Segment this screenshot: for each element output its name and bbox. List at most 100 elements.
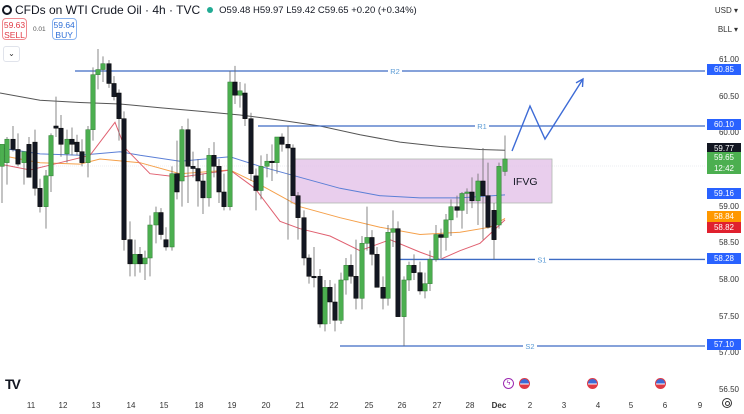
bullish-candle-body — [100, 63, 106, 70]
candle — [147, 215, 153, 277]
us-flag-event-icon[interactable] — [655, 378, 666, 389]
bearish-candle-body — [111, 83, 117, 97]
bullish-candle-body — [433, 234, 439, 260]
bearish-candle-body — [10, 138, 16, 150]
candle — [121, 111, 127, 251]
candle — [290, 144, 296, 196]
bearish-candle-body — [438, 234, 444, 238]
time-tick: 4 — [595, 401, 601, 410]
bullish-candle-body — [343, 265, 349, 281]
candle — [343, 257, 349, 295]
bearish-candle-body — [26, 144, 32, 178]
candle — [200, 173, 206, 214]
bearish-candle-body — [15, 149, 21, 165]
bearish-candle-body — [121, 118, 127, 240]
candle — [395, 221, 401, 317]
candle — [411, 254, 417, 280]
candle — [216, 158, 222, 203]
collapse-legend-button[interactable]: ⌄ — [3, 46, 20, 62]
candle — [43, 169, 49, 229]
bearish-candle-body — [285, 144, 291, 149]
bearish-candle-body — [311, 276, 317, 279]
candle — [195, 158, 201, 207]
r1-label: R1 — [477, 122, 487, 131]
candle — [443, 213, 449, 251]
candle — [74, 134, 80, 156]
earnings-flash-icon[interactable]: ϟ — [503, 378, 514, 389]
candle — [221, 173, 227, 211]
candle — [364, 206, 370, 251]
symbol-title[interactable]: CFDs on WTI Crude Oil · 4h · TVC — [15, 3, 201, 17]
us-flag-event-icon[interactable] — [519, 378, 530, 389]
candle — [174, 140, 180, 200]
bearish-candle-body — [158, 212, 164, 235]
candle — [401, 276, 407, 346]
candle — [327, 279, 333, 324]
time-tick: 27 — [432, 401, 442, 410]
bearish-candle-body — [137, 254, 143, 265]
candle — [106, 60, 112, 88]
us-flag-event-icon[interactable] — [587, 378, 598, 389]
candle — [311, 246, 317, 288]
projection-arrowhead-icon — [575, 77, 584, 88]
bearish-candle-body — [348, 265, 354, 277]
candle — [359, 235, 365, 310]
time-tick: 5 — [628, 401, 634, 410]
bearish-candle-body — [269, 160, 275, 163]
price-tick: 57.00 — [718, 348, 739, 358]
candle — [90, 67, 96, 141]
buy-button[interactable]: 59.64 BUY — [51, 18, 77, 40]
bullish-candle-body — [153, 212, 159, 226]
price-tick: 56.50 — [718, 384, 739, 394]
bearish-candle-body — [211, 155, 217, 167]
candle — [369, 230, 375, 266]
ma100-label: 59.16 — [707, 188, 741, 199]
candle — [69, 127, 75, 156]
candle — [258, 155, 264, 200]
candle — [15, 133, 21, 167]
candle — [502, 135, 508, 176]
bearish-candle-body — [295, 195, 301, 218]
time-tick: 12 — [58, 401, 68, 410]
bearish-candle-body — [469, 191, 475, 202]
bullish-candle-body — [64, 138, 70, 155]
s2-label: 57.10 — [707, 339, 741, 350]
candle — [459, 191, 465, 229]
candle — [390, 210, 396, 247]
candle — [253, 168, 259, 211]
candle — [448, 199, 454, 236]
spread-value: 0.01 — [33, 25, 46, 33]
trade-panel: 59.63 SELL 0.01 59.64 BUY — [2, 18, 77, 40]
time-tick: 13 — [91, 401, 101, 410]
candle — [417, 261, 423, 295]
candle — [422, 272, 428, 299]
candle — [137, 246, 143, 273]
time-tick: 11 — [26, 401, 36, 410]
candle — [475, 173, 481, 225]
price-tick: 59.00 — [718, 201, 739, 211]
bullish-candle-body — [338, 279, 344, 321]
sell-button[interactable]: 59.63 SELL — [2, 18, 27, 40]
candle — [301, 210, 307, 266]
candle — [338, 272, 344, 324]
s1-label: S1 — [537, 255, 546, 264]
bullish-candle-body — [359, 243, 365, 299]
time-tick: 28 — [465, 401, 475, 410]
ifvg-zone — [290, 158, 553, 204]
sell-price: 59.63 — [3, 20, 26, 30]
bearish-candle-body — [116, 92, 122, 119]
candle — [111, 76, 117, 101]
currency-selector[interactable]: USD ▾ — [714, 6, 738, 15]
bullish-candle-body — [390, 228, 396, 233]
bearish-candle-body — [221, 191, 227, 207]
candle — [26, 136, 32, 178]
buy-price: 59.64 — [53, 20, 75, 30]
bullish-candle-body — [443, 219, 449, 238]
time-tick: 3 — [561, 401, 567, 410]
tradingview-logo[interactable]: TV — [5, 376, 21, 392]
unit-selector[interactable]: BLL ▾ — [717, 25, 738, 34]
bearish-candle-body — [290, 147, 296, 196]
settings-gear-icon[interactable] — [722, 398, 732, 408]
projection-path — [511, 78, 584, 152]
